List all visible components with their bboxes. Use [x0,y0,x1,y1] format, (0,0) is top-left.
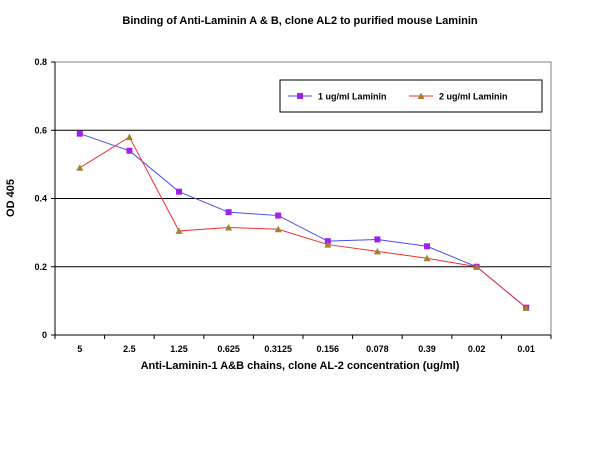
y-axis: 0 0.2 0.4 0.6 0.8 [34,57,56,340]
data-point [76,130,83,137]
y-tick-label: 0.2 [34,262,47,272]
data-point [175,227,183,234]
legend-marker-series-1 [297,93,303,99]
data-point [126,147,133,154]
legend: 1 ug/ml Laminin 2 ug/ml Laminin [279,79,543,113]
legend-label-series-1: 1 ug/ml Laminin [318,92,387,102]
data-point [424,243,430,250]
series-layer [76,130,530,311]
x-axis: 5 2.5 1.25 0.625 0.3125 0.156 0.078 0.39 0.02 0.0… [54,334,552,354]
y-tick-label: 0.4 [34,194,47,204]
x-tick-label: 5 [77,344,82,354]
data-point [522,304,530,311]
x-tick-label: 0.625 [217,344,240,354]
x-tick-label: 0.01 [517,344,535,354]
chart-title: Binding of Anti-Laminin A & B, clone AL2… [122,15,478,27]
data-point [275,212,282,219]
data-point [225,209,232,216]
y-tick-label: 0.8 [34,57,47,67]
y-tick-label: 0 [42,330,47,340]
y-axis-title: OD 405 [5,179,17,217]
data-point [423,254,431,262]
series-1 [76,130,530,311]
x-tick-label: 0.156 [317,344,340,354]
data-point [374,236,381,243]
legend-marker-series-2 [417,92,425,99]
y-tick-label: 0.6 [34,125,47,135]
x-tick-label: 2.5 [123,344,136,354]
x-tick-label: 0.078 [366,344,389,354]
data-point [473,263,481,270]
data-point [76,164,84,171]
data-point [225,224,233,231]
x-tick-label: 0.3125 [264,344,292,354]
series-2 [76,133,530,311]
x-tick-label: 1.25 [170,344,188,354]
series-line [79,133,527,309]
data-point [373,247,381,255]
data-point [176,188,182,195]
x-axis-title: Anti-Laminin-1 A&B chains, clone AL-2 co… [141,360,460,372]
gridlines [55,129,551,268]
data-point [274,225,282,233]
data-point [125,133,133,141]
series-line [79,136,527,309]
x-tick-label: 0.02 [468,344,486,354]
legend-label-series-2: 2 ug/ml Laminin [439,92,508,102]
x-tick-label: 0.39 [418,344,436,354]
data-point [324,241,332,248]
